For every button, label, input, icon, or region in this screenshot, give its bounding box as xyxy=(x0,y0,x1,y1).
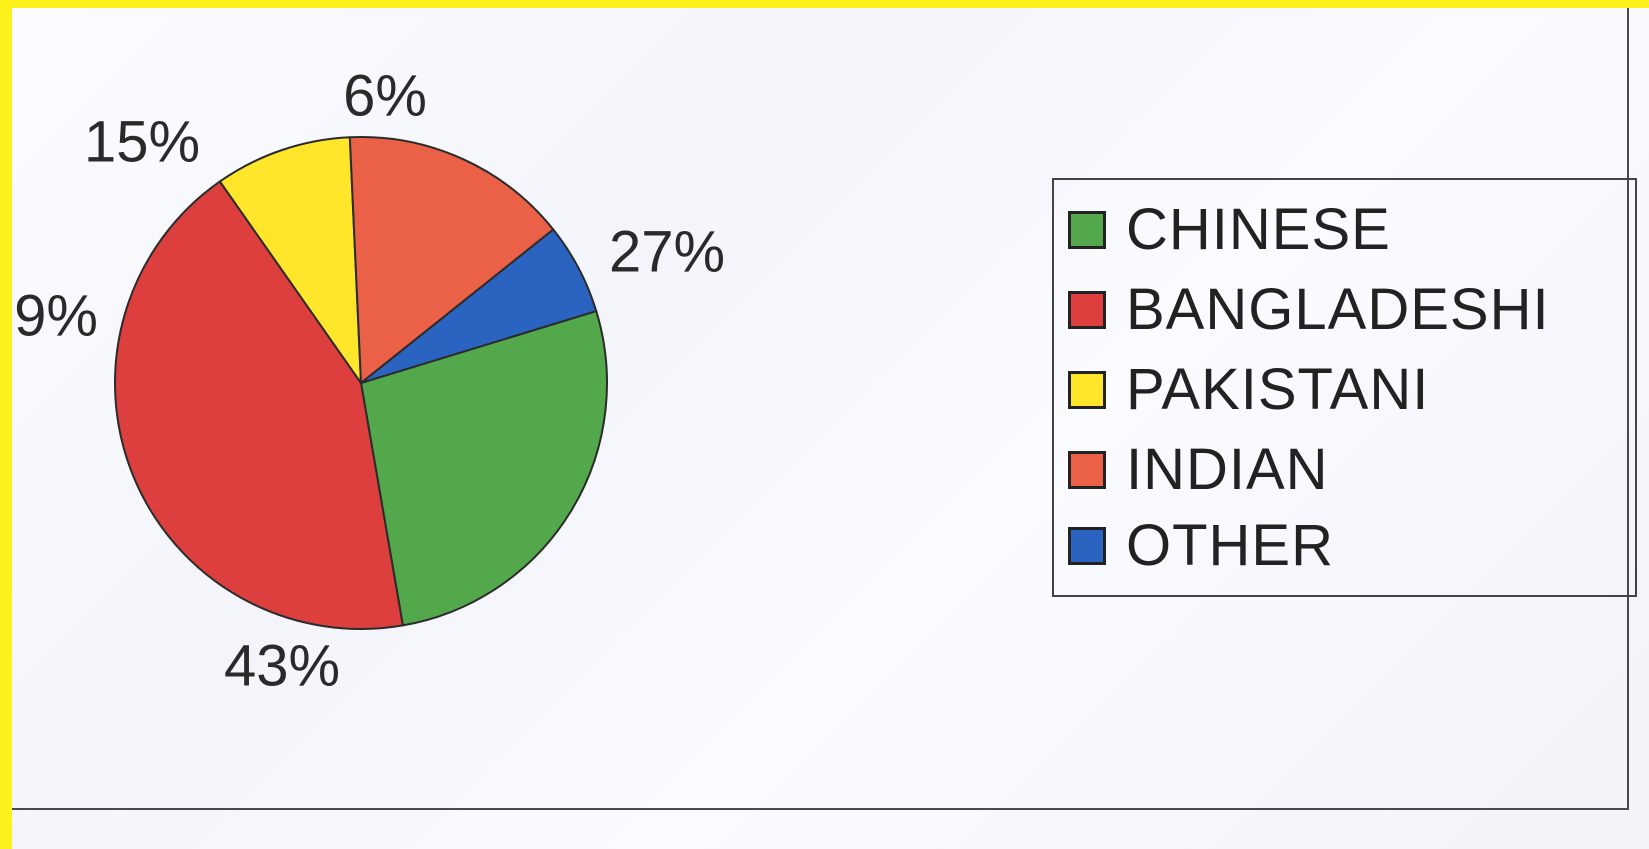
legend-swatch-pakistani xyxy=(1068,371,1106,409)
pie-slice-bangladeshi xyxy=(114,180,404,630)
legend-item-chinese: CHINESE xyxy=(1068,200,1391,260)
pie-slice-chinese xyxy=(360,310,608,627)
legend-swatch-other xyxy=(1068,527,1106,565)
pie-slice-pakistani xyxy=(218,136,362,384)
pie-slices xyxy=(114,136,608,630)
pie-label-indian: 15% xyxy=(84,109,200,174)
pie-label-chinese: 27% xyxy=(609,219,725,284)
pie-label-pakistani: 9% xyxy=(14,283,98,348)
pie-slice-other xyxy=(360,228,598,384)
legend-swatch-indian xyxy=(1068,451,1106,489)
legend-label-indian: INDIAN xyxy=(1126,437,1329,502)
pie-chart: 27% 43% 9% 15% 6% xyxy=(14,63,725,698)
frame-right-border xyxy=(1627,8,1629,808)
legend-item-indian: INDIAN xyxy=(1068,440,1329,500)
frame-bottom-border xyxy=(12,808,1629,810)
pie-label-bangladeshi: 43% xyxy=(224,633,340,698)
pie-slice-labels: 27% 43% 9% 15% 6% xyxy=(14,63,725,698)
legend-swatch-bangladeshi xyxy=(1068,291,1106,329)
legend-label-bangladeshi: BANGLADESHI xyxy=(1126,277,1550,342)
legend-swatch-chinese xyxy=(1068,211,1106,249)
legend-label-pakistani: PAKISTANI xyxy=(1126,357,1430,422)
legend-item-other: OTHER xyxy=(1068,516,1334,576)
paper-background: 27% 43% 9% 15% 6% CHINESE BANGLADESHI PAKIST… xyxy=(12,8,1649,849)
legend-item-pakistani: PAKISTANI xyxy=(1068,360,1429,420)
legend-label-other: OTHER xyxy=(1126,513,1334,578)
pie-label-other: 6% xyxy=(343,63,427,128)
pie-slice-indian xyxy=(348,136,555,384)
chart-legend: CHINESE BANGLADESHI PAKISTANI INDIAN OTH… xyxy=(1052,178,1637,597)
legend-item-bangladeshi: BANGLADESHI xyxy=(1068,280,1550,340)
legend-label-chinese: CHINESE xyxy=(1126,197,1391,262)
